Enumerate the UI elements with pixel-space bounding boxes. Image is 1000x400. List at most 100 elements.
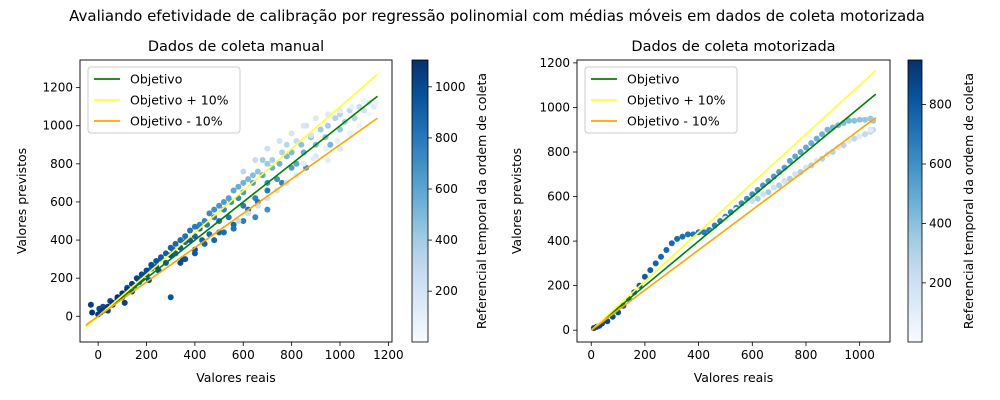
scatter-point bbox=[182, 233, 189, 240]
scatter-point bbox=[177, 237, 184, 244]
scatter-point bbox=[240, 179, 247, 186]
scatter-point bbox=[856, 133, 863, 140]
legend-entry: Objetivo bbox=[130, 72, 182, 87]
scatter-point bbox=[356, 103, 363, 110]
scatter-point bbox=[322, 145, 329, 152]
scatter-point bbox=[264, 187, 271, 194]
scatter-point bbox=[143, 267, 150, 274]
x-tick-label: 600 bbox=[232, 348, 255, 362]
plot-area bbox=[590, 69, 877, 331]
scatter-point bbox=[674, 235, 681, 242]
scatter-point bbox=[652, 260, 659, 267]
scatter-point bbox=[191, 223, 198, 230]
axes-frame bbox=[576, 59, 891, 343]
scatter-point bbox=[264, 145, 271, 152]
scatter-point bbox=[776, 182, 783, 189]
scatter-point bbox=[177, 259, 184, 266]
scatter-point bbox=[276, 138, 283, 144]
scatter-point bbox=[300, 122, 307, 129]
y-tick-label: 600 bbox=[547, 190, 570, 204]
chart-title: Dados de coleta manual bbox=[148, 39, 324, 55]
scatter-point bbox=[245, 176, 252, 183]
scatter-point bbox=[158, 254, 164, 261]
scatter-point bbox=[211, 214, 218, 221]
scatter-point bbox=[824, 126, 831, 133]
y-axis-label: Valores previstos bbox=[14, 148, 29, 254]
y-tick-label: 1000 bbox=[539, 100, 570, 114]
colorbar-label: Referencial temporal da ordem de coleta bbox=[474, 73, 489, 329]
scatter-point bbox=[324, 157, 331, 163]
scatter-point bbox=[310, 155, 317, 162]
scatter-point bbox=[327, 141, 334, 148]
scatter-point bbox=[332, 115, 339, 122]
scatter-point bbox=[276, 160, 283, 167]
panel-motorizada: Dados de coleta motorizada 0 200 400 600 800 1… bbox=[509, 39, 976, 385]
scatter-point bbox=[351, 115, 358, 122]
scatter-point bbox=[252, 214, 259, 221]
scatter-point bbox=[356, 122, 363, 129]
scatter-point bbox=[337, 145, 343, 152]
y-axis-label: Valores previstos bbox=[509, 148, 524, 254]
scatter-point bbox=[361, 98, 368, 104]
x-axis-label: Valores reais bbox=[196, 370, 276, 385]
scatter-point bbox=[172, 240, 179, 247]
scatter-point bbox=[701, 229, 707, 236]
scatter-point bbox=[346, 130, 353, 137]
colorbar-tick-label: 600 bbox=[435, 182, 458, 196]
series-line-minus bbox=[85, 117, 378, 326]
legend: Objetivo Objetivo + 10% Objetivo - 10% bbox=[584, 66, 738, 134]
legend-entry: Objetivo + 10% bbox=[627, 93, 726, 108]
scatter-point bbox=[373, 99, 380, 106]
scatter-point bbox=[240, 202, 247, 209]
colorbar bbox=[411, 59, 429, 343]
y-tick-label: 1000 bbox=[42, 119, 73, 133]
scatter-point bbox=[148, 261, 155, 268]
scatter-point bbox=[133, 275, 140, 282]
scatter-point bbox=[288, 130, 295, 137]
scatter-point bbox=[349, 103, 356, 110]
legend-box bbox=[584, 66, 738, 134]
legend-entry: Objetivo - 10% bbox=[627, 114, 720, 129]
y-tick-label: 0 bbox=[562, 323, 570, 337]
scatter-point bbox=[293, 160, 300, 167]
scatter-point bbox=[679, 233, 686, 240]
scatter-point bbox=[819, 131, 826, 138]
scatter-point bbox=[337, 126, 343, 133]
colorbar-tick-label: 800 bbox=[929, 98, 952, 112]
scatter-point bbox=[797, 149, 804, 155]
scatter-point bbox=[803, 144, 809, 151]
scatter-point bbox=[312, 115, 319, 122]
scatter-point bbox=[283, 141, 290, 148]
scatter-point bbox=[211, 206, 218, 213]
scatter-point bbox=[760, 191, 766, 198]
colorbar-tick-label: 200 bbox=[929, 276, 952, 290]
scatter-point bbox=[87, 301, 94, 308]
plot-area bbox=[85, 73, 380, 328]
x-tick-label: 800 bbox=[795, 348, 818, 362]
scatter-point bbox=[856, 116, 863, 123]
scatter-point bbox=[187, 227, 193, 234]
scatter-point bbox=[259, 172, 266, 179]
scatter-point bbox=[191, 250, 198, 257]
scatter-point bbox=[668, 240, 675, 247]
series-line-plus bbox=[590, 69, 877, 331]
scatter-point bbox=[317, 126, 324, 133]
scatter-point bbox=[235, 183, 242, 190]
x-tick-label: 1000 bbox=[844, 348, 875, 362]
panel-manual: Dados de coleta manual 0 200 400 600 800 1000 1… bbox=[14, 39, 489, 385]
scatter-point bbox=[663, 247, 670, 253]
scatter-point bbox=[240, 168, 247, 175]
x-axis-label: Valores reais bbox=[694, 370, 774, 385]
legend-entry: Objetivo + 10% bbox=[130, 93, 229, 108]
scatter-point bbox=[770, 184, 777, 191]
scatter-point bbox=[361, 107, 368, 114]
scatter-point bbox=[264, 160, 271, 167]
scatter-point bbox=[334, 138, 341, 144]
colorbar-tick-label: 400 bbox=[435, 233, 458, 247]
scatter-point bbox=[786, 157, 793, 164]
y-tick-label: 0 bbox=[65, 309, 73, 323]
colorbar-label: Referencial temporal da ordem de coleta bbox=[961, 73, 976, 329]
scatter-point bbox=[765, 189, 772, 196]
colorbar-tick-label: 800 bbox=[435, 131, 458, 145]
colorbar bbox=[907, 59, 923, 343]
